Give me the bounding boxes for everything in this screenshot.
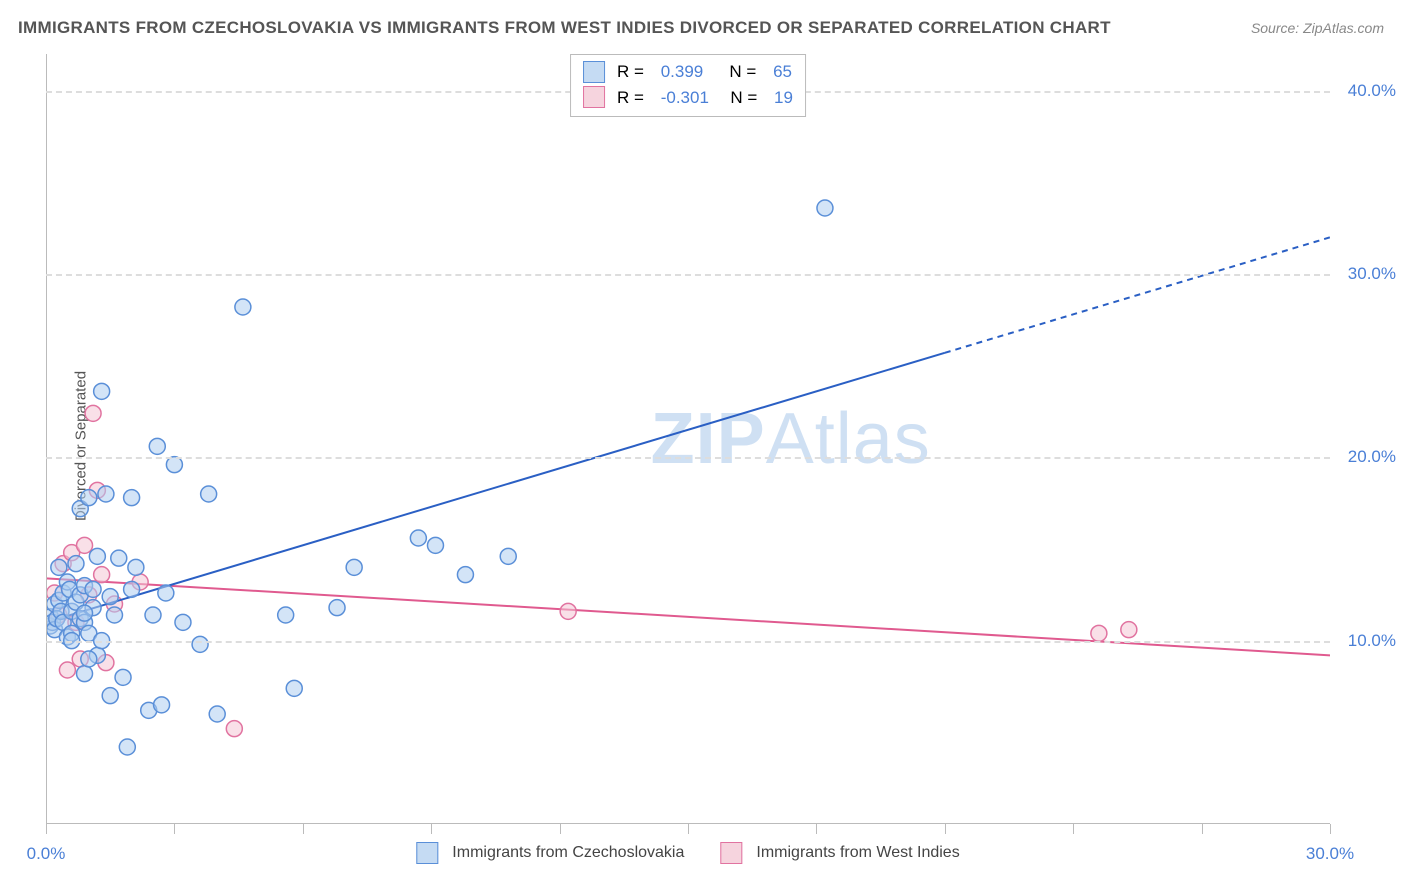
data-point <box>128 559 144 575</box>
x-tick-mark <box>560 824 561 834</box>
data-point <box>51 559 67 575</box>
legend: Immigrants from Czechoslovakia Immigrant… <box>416 842 959 864</box>
data-point <box>346 559 362 575</box>
x-tick-mark <box>688 824 689 834</box>
data-point <box>81 490 97 506</box>
regression-line <box>46 578 1330 655</box>
data-point <box>85 581 101 597</box>
data-point <box>149 438 165 454</box>
data-point <box>111 550 127 566</box>
data-point <box>560 603 576 619</box>
n-value-2: 19 <box>774 85 793 111</box>
data-point <box>98 486 114 502</box>
data-point <box>1091 625 1107 641</box>
x-tick-mark <box>1330 824 1331 834</box>
x-tick-mark <box>1202 824 1203 834</box>
x-tick-mark <box>945 824 946 834</box>
legend-item-windies: Immigrants from West Indies <box>720 842 959 864</box>
data-point <box>94 383 110 399</box>
data-point <box>192 636 208 652</box>
swatch-blue-icon <box>583 61 605 83</box>
legend-item-czech: Immigrants from Czechoslovakia <box>416 842 684 864</box>
x-tick-mark <box>303 824 304 834</box>
n-value-1: 65 <box>773 59 792 85</box>
data-point <box>102 688 118 704</box>
data-point <box>119 739 135 755</box>
data-point <box>94 567 110 583</box>
y-tick-label: 40.0% <box>1348 81 1396 101</box>
data-point <box>89 548 105 564</box>
plot-area: ZIPAtlas 10.0%20.0%30.0%40.0% 0.0%30.0% … <box>46 54 1330 824</box>
data-point <box>209 706 225 722</box>
data-point <box>124 581 140 597</box>
data-point <box>77 537 93 553</box>
data-point <box>154 697 170 713</box>
data-point <box>59 662 75 678</box>
correlation-stats-box: R = 0.399 N = 65 R = -0.301 N = 19 <box>570 54 806 117</box>
data-point <box>457 567 473 583</box>
grid-line <box>46 641 1330 643</box>
legend-label: Immigrants from West Indies <box>756 844 959 862</box>
x-tick-label: 0.0% <box>27 844 66 864</box>
x-tick-mark <box>174 824 175 834</box>
data-point <box>68 556 84 572</box>
data-point <box>77 666 93 682</box>
regression-line <box>46 353 945 622</box>
x-tick-mark <box>431 824 432 834</box>
y-tick-label: 20.0% <box>1348 447 1396 467</box>
data-point <box>81 651 97 667</box>
data-point <box>124 490 140 506</box>
y-axis-line <box>46 54 47 824</box>
chart-title: IMMIGRANTS FROM CZECHOSLOVAKIA VS IMMIGR… <box>18 18 1111 38</box>
data-point <box>77 605 93 621</box>
data-point <box>817 200 833 216</box>
data-point <box>500 548 516 564</box>
y-tick-label: 30.0% <box>1348 264 1396 284</box>
scatter-chart <box>46 54 1330 824</box>
grid-line <box>46 274 1330 276</box>
x-tick-mark <box>1073 824 1074 834</box>
data-point <box>1121 622 1137 638</box>
data-point <box>286 680 302 696</box>
grid-line <box>46 457 1330 459</box>
stats-row-series1: R = 0.399 N = 65 <box>583 59 793 85</box>
legend-label: Immigrants from Czechoslovakia <box>452 844 684 862</box>
data-point <box>102 589 118 605</box>
r-value-2: -0.301 <box>661 85 709 111</box>
x-tick-label: 30.0% <box>1306 844 1354 864</box>
x-tick-mark <box>46 824 47 834</box>
data-point <box>329 600 345 616</box>
data-point <box>85 405 101 421</box>
data-point <box>175 614 191 630</box>
r-value-1: 0.399 <box>661 59 704 85</box>
data-point <box>158 585 174 601</box>
swatch-blue-icon <box>416 842 438 864</box>
y-tick-label: 10.0% <box>1348 631 1396 651</box>
stats-row-series2: R = -0.301 N = 19 <box>583 85 793 111</box>
data-point <box>235 299 251 315</box>
swatch-pink-icon <box>583 86 605 108</box>
swatch-pink-icon <box>720 842 742 864</box>
regression-line-dashed <box>945 237 1330 353</box>
data-point <box>226 721 242 737</box>
source-attribution: Source: ZipAtlas.com <box>1251 20 1384 36</box>
data-point <box>278 607 294 623</box>
data-point <box>410 530 426 546</box>
data-point <box>145 607 161 623</box>
data-point <box>106 607 122 623</box>
data-point <box>115 669 131 685</box>
data-point <box>201 486 217 502</box>
x-tick-mark <box>816 824 817 834</box>
data-point <box>427 537 443 553</box>
